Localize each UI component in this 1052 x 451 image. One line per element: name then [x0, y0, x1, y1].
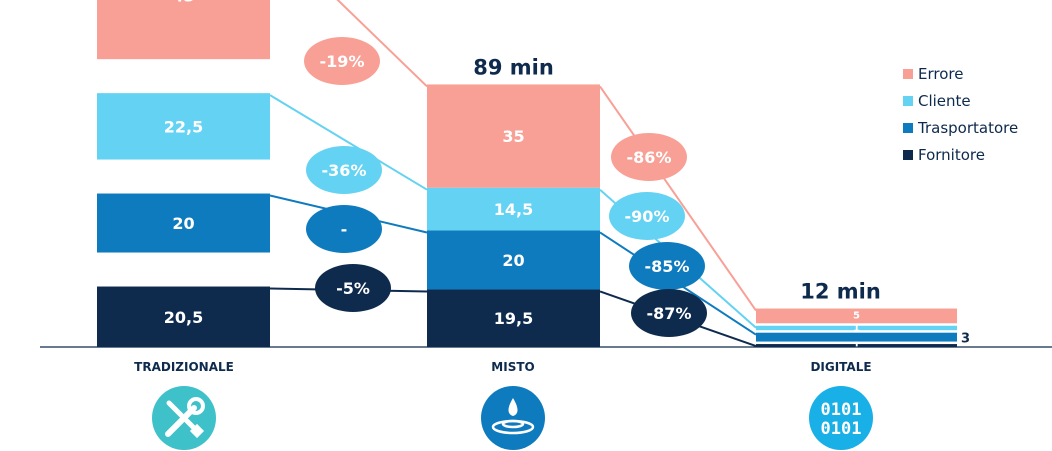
bar-label-fornitore-tradizionale: 20,5	[164, 308, 203, 327]
change-bubble-errore-misto_to_digitale	[611, 133, 687, 181]
drop-shape	[508, 398, 518, 416]
bar-label-trasportatore-tradizionale: 20	[172, 214, 194, 233]
screwdriver-shaft	[166, 400, 201, 435]
legend-swatch-errore	[903, 68, 913, 79]
change-bubble-fornitore-trad_to_misto	[315, 264, 391, 312]
binary-row-1: 0101	[821, 400, 862, 420]
bar-label-fornitore-misto: 19,5	[494, 309, 533, 328]
legend-item-fornitore: Fornitore	[903, 141, 1018, 168]
legend-label-fornitore: Fornitore	[918, 145, 985, 164]
bar-fornitore-misto	[427, 289, 600, 347]
legend-label-errore: Errore	[918, 64, 964, 83]
binary-row-2: 0101	[821, 419, 862, 439]
total-label-misto: 89 min	[473, 55, 554, 79]
legend-item-trasportatore: Trasportatore	[903, 114, 1018, 141]
legend-swatch-trasportatore	[903, 122, 913, 133]
bar-label-cliente-digitale: 1	[853, 323, 860, 334]
ripple-outer	[491, 419, 535, 435]
change-bubble-errore-trad_to_misto	[304, 37, 380, 85]
change-label-errore-trad_to_misto: -19%	[320, 52, 365, 71]
change-label-cliente-misto_to_digitale: -90%	[625, 207, 670, 226]
bar-label-errore-misto: 35	[502, 127, 524, 146]
change-bubble-cliente-trad_to_misto	[306, 146, 382, 194]
bar-label-errore-tradizionale: 43	[172, 0, 194, 6]
bar-label-trasportatore-digitale: 3	[961, 332, 970, 347]
total-label-digitale: 12 min	[800, 280, 881, 304]
bar-errore-misto	[427, 84, 600, 188]
legend-item-cliente: Cliente	[903, 87, 1018, 114]
bar-fornitore-tradizionale	[97, 286, 270, 347]
legend-swatch-fornitore	[903, 149, 913, 160]
category-label-tradizionale: TRADIZIONALE	[134, 360, 234, 374]
bar-errore-tradizionale	[97, 0, 270, 60]
change-label-cliente-trad_to_misto: -36%	[322, 161, 367, 180]
connector-errore-1-2	[599, 85, 757, 312]
change-label-trasportatore-trad_to_misto: -	[341, 220, 348, 239]
legend: Errore Cliente Trasportatore Fornitore	[903, 60, 1018, 168]
bar-label-fornitore-digitale: 1	[853, 341, 860, 352]
bar-label-cliente-tradizionale: 22,5	[164, 117, 203, 136]
legend-label-cliente: Cliente	[918, 91, 971, 110]
legend-item-errore: Errore	[903, 60, 1018, 87]
connector-cliente-0-1	[269, 94, 428, 191]
bars	[97, 0, 957, 347]
change-bubble-fornitore-misto_to_digitale	[631, 289, 707, 337]
bar-label-trasportatore-misto: 20	[502, 251, 524, 270]
category-label-digitale: DIGITALE	[810, 360, 871, 374]
bar-label-errore-digitale: 5	[853, 311, 860, 322]
wrench-head	[187, 397, 205, 415]
bar-fornitore-digitale	[756, 344, 957, 347]
bar-trasportatore-digitale	[756, 332, 957, 342]
connector-errore-0-1	[336, 0, 428, 88]
binary-code-icon-background	[809, 386, 873, 450]
screwdriver-handle	[189, 423, 205, 439]
change-label-fornitore-misto_to_digitale: -87%	[647, 304, 692, 323]
change-label-trasportatore-misto_to_digitale: -85%	[645, 257, 690, 276]
bar-cliente-tradizionale	[97, 93, 270, 160]
change-bubble-trasportatore-trad_to_misto	[306, 205, 382, 253]
change-bubble-trasportatore-misto_to_digitale	[629, 242, 705, 290]
category-label-misto: MISTO	[491, 360, 534, 374]
bar-cliente-misto	[427, 187, 600, 231]
change-label-errore-misto_to_digitale: -86%	[627, 148, 672, 167]
legend-swatch-cliente	[903, 95, 913, 106]
change-bubble-cliente-misto_to_digitale	[609, 192, 685, 240]
water-drop-icon	[481, 386, 545, 450]
bar-trasportatore-tradizionale	[97, 193, 270, 253]
legend-label-trasportatore: Trasportatore	[918, 118, 1019, 137]
water-drop-icon-background	[481, 386, 545, 450]
tools-icon	[152, 386, 216, 450]
change-label-fornitore-trad_to_misto: -5%	[336, 279, 370, 298]
change-bubbles: -19% -86% -36% -90% - -85% -5% -87%	[304, 37, 707, 337]
bar-trasportatore-misto	[427, 230, 600, 290]
bar-errore-digitale	[756, 308, 957, 324]
bar-cliente-digitale	[756, 325, 957, 331]
bar-label-cliente-misto: 14,5	[494, 200, 533, 219]
